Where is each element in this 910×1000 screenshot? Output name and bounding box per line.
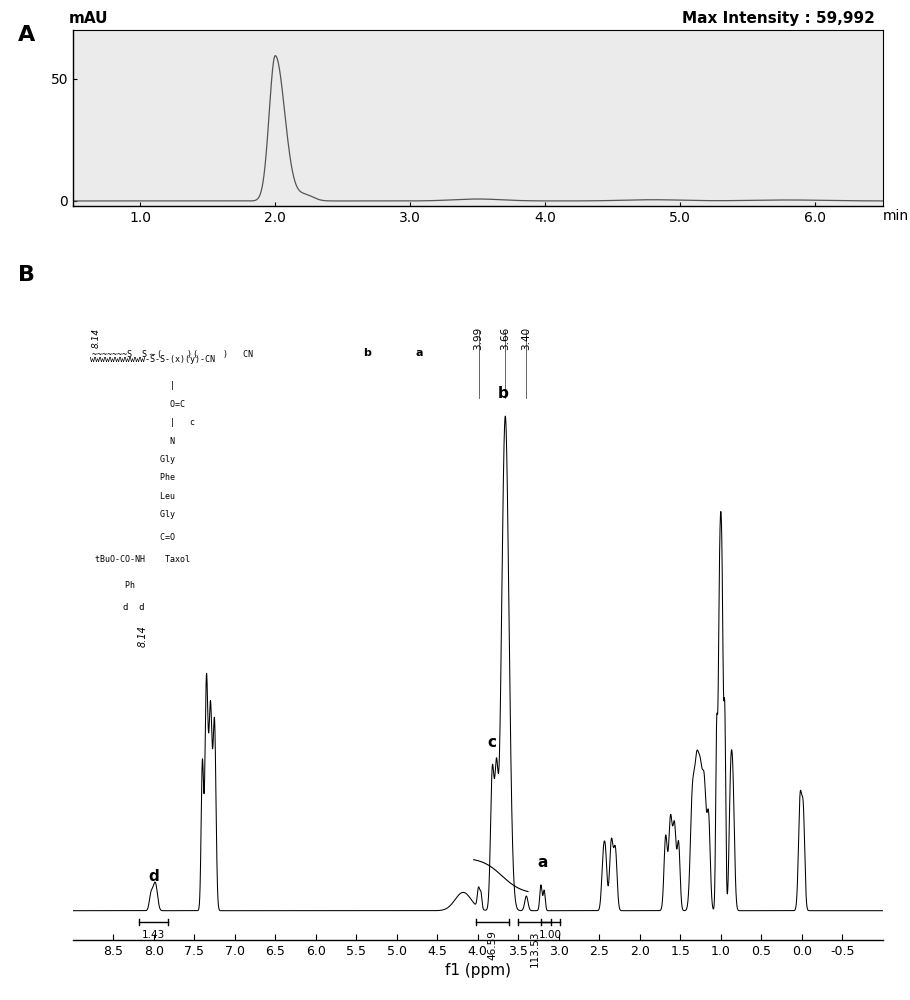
- Text: B: B: [18, 265, 35, 285]
- Text: 46.59: 46.59: [488, 930, 498, 960]
- Text: d: d: [148, 869, 159, 884]
- Text: 1.00: 1.00: [539, 930, 562, 940]
- Text: 1.43: 1.43: [142, 930, 166, 940]
- Text: c: c: [488, 735, 497, 750]
- Text: 3.99: 3.99: [473, 327, 483, 350]
- Text: 3.66: 3.66: [501, 327, 511, 350]
- Text: min: min: [883, 209, 909, 223]
- Text: 113.53: 113.53: [530, 930, 540, 967]
- Text: a: a: [537, 855, 548, 870]
- Text: A: A: [18, 25, 35, 45]
- Text: 3.40: 3.40: [521, 327, 531, 350]
- Text: 8.14: 8.14: [137, 625, 147, 647]
- Text: b: b: [499, 386, 509, 401]
- Text: Max Intensity : 59,992: Max Intensity : 59,992: [682, 11, 875, 26]
- Text: mAU: mAU: [69, 11, 108, 26]
- X-axis label: f1 (ppm): f1 (ppm): [445, 963, 511, 978]
